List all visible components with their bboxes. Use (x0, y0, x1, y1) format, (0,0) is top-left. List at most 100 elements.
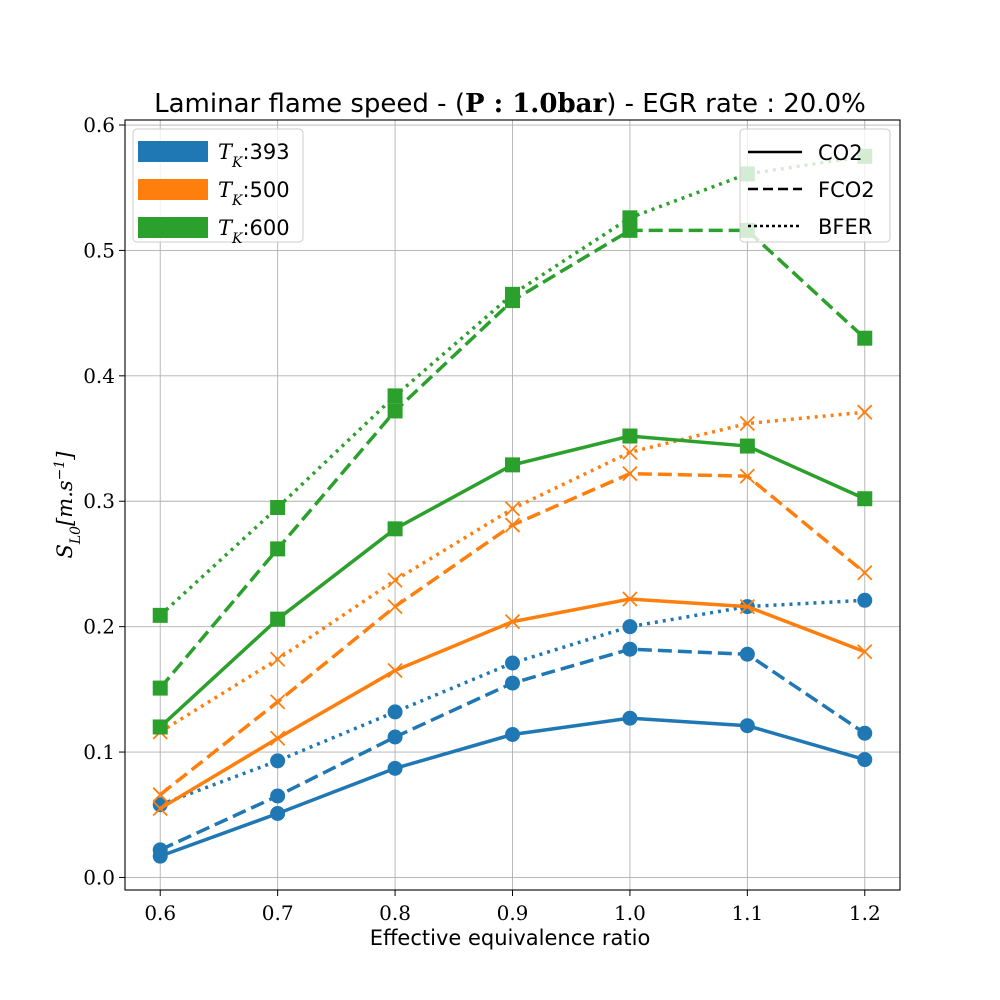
data-point (622, 210, 638, 226)
y-tick-label: 0.1 (83, 740, 115, 764)
data-point (622, 444, 638, 460)
data-point (387, 403, 403, 419)
data-point (504, 613, 521, 630)
data-point (505, 726, 520, 742)
data-point (857, 644, 873, 660)
legend-method-label: BFER (818, 215, 872, 239)
data-point (270, 788, 286, 804)
data-point (857, 404, 873, 420)
data-point (504, 517, 521, 533)
x-tick-label: 1.1 (731, 901, 763, 925)
data-point (739, 718, 755, 734)
data-point (152, 719, 168, 735)
data-point (857, 725, 873, 741)
x-tick-label: 1.0 (614, 901, 646, 925)
y-tick-label: 0.0 (83, 865, 115, 889)
legend-method-box (739, 128, 891, 243)
series-layer (152, 148, 873, 864)
series-600-co2 (152, 428, 873, 735)
data-point (270, 500, 286, 516)
tick-layer: 0.6 0.7 0.8 0.9 1.0 1.1 1.2 0.0 0.1 0.2 0.3 0.4 0.5 0… (83, 113, 880, 925)
data-point (504, 501, 521, 517)
data-point (152, 680, 168, 696)
data-point (505, 286, 520, 302)
data-point (622, 428, 638, 444)
legend-temperature-swatch (138, 217, 208, 238)
legend-temperature-label: TK:600 (218, 216, 290, 247)
y-tick-label: 0.3 (83, 489, 115, 513)
series-393-fco2 (152, 641, 873, 858)
x-tick-label: 1.2 (849, 901, 881, 925)
data-point (857, 491, 873, 507)
data-point (739, 646, 755, 662)
data-point (505, 457, 520, 473)
data-point (622, 710, 638, 726)
data-point (152, 607, 168, 623)
y-tick-label: 0.4 (83, 364, 115, 388)
data-point (622, 591, 638, 607)
x-axis-label: Effective equivalence ratio (370, 926, 651, 950)
data-point (270, 541, 286, 557)
data-point (387, 598, 403, 615)
data-point (387, 760, 403, 776)
legend-method: CO2 FCO2 BFER (739, 128, 891, 243)
data-point (152, 842, 168, 858)
data-point (857, 330, 873, 346)
data-point (739, 415, 755, 432)
legend-temperature-label: TK:500 (218, 178, 290, 209)
data-point (387, 704, 403, 720)
data-point (152, 800, 168, 817)
data-point (622, 466, 638, 482)
y-tick-label: 0.5 (83, 238, 115, 262)
data-point (270, 651, 286, 667)
y-tick-label: 0.2 (83, 615, 115, 639)
data-point (739, 468, 755, 484)
data-point (622, 619, 638, 635)
data-point (270, 611, 286, 627)
data-point (857, 752, 873, 768)
x-tick-label: 0.9 (497, 901, 529, 925)
x-tick-label: 0.7 (262, 901, 294, 925)
data-point (387, 729, 403, 745)
data-point (152, 797, 168, 813)
legend-temperature-swatch (138, 141, 208, 162)
data-point (270, 730, 286, 746)
data-point (387, 572, 403, 588)
data-point (505, 675, 520, 691)
chart-title: Laminar flame speed - (P : 1.0bar) - EGR… (154, 89, 866, 119)
legend-method-label: CO2 (818, 141, 863, 165)
y-axis-label: SL0[m.s−1] (52, 451, 84, 559)
data-point (270, 694, 286, 710)
data-point (622, 222, 638, 238)
y-axis-label-subscript: L0 (68, 526, 84, 545)
y-axis-label-unit: [m.s (53, 480, 77, 526)
y-axis-label-symbol: S (53, 544, 77, 558)
data-point (739, 438, 755, 454)
y-axis-label-superscript: −1 (52, 460, 68, 481)
series-500-co2 (152, 591, 873, 817)
legend-method-label: FCO2 (818, 178, 875, 202)
legend-temperature: TK:393 TK:500 TK:600 (132, 128, 304, 247)
series-500-fco2 (152, 466, 873, 803)
data-point (270, 753, 286, 769)
data-point (622, 641, 638, 657)
data-point (152, 787, 168, 803)
data-point (857, 592, 873, 608)
y-axis-label-end: ] (53, 451, 77, 461)
chart-title-prefix: Laminar flame speed - ( (154, 89, 465, 119)
series-500-bfer (152, 404, 873, 740)
data-point (739, 598, 755, 615)
y-tick-label: 0.6 (83, 113, 115, 137)
x-tick-label: 0.8 (379, 901, 411, 925)
data-point (505, 655, 520, 671)
legend-temperature-swatch (138, 179, 208, 200)
data-point (857, 565, 873, 581)
data-point (387, 521, 403, 537)
x-tick-label: 0.6 (144, 901, 176, 925)
chart-title-math: P : 1.0bar (465, 89, 607, 119)
legend-temperature-label: TK:393 (218, 140, 290, 171)
data-point (387, 662, 403, 679)
chart-title-suffix: ) - EGR rate : 20.0% (606, 89, 866, 119)
data-point (387, 388, 403, 404)
